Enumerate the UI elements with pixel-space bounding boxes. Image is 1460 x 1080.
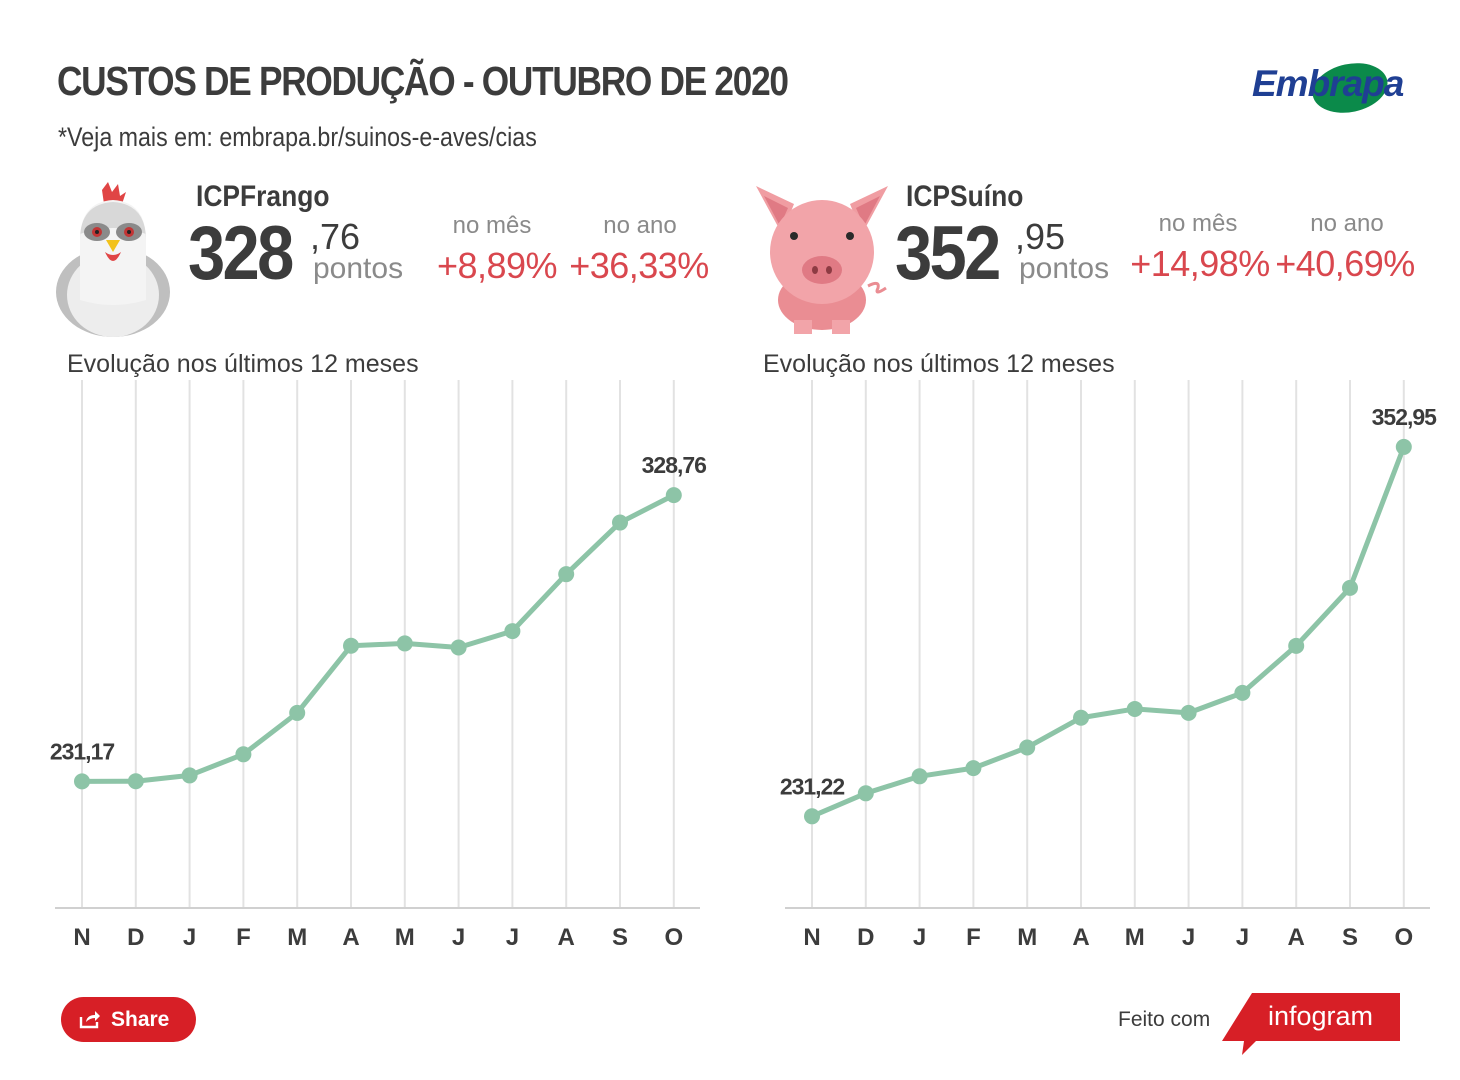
- data-point: [857, 785, 874, 802]
- x-tick-label: M: [1017, 924, 1037, 951]
- kpi-frango-value-int: 328: [188, 211, 294, 296]
- data-point: [289, 704, 306, 721]
- chart-suino: 231,22 352,95 N D J F M A M J J A S O: [780, 380, 1438, 951]
- kpi-suino-month-label: no mês: [1158, 210, 1238, 237]
- kpi-frango-value-dec: ,76: [310, 216, 361, 257]
- data-label: 231,17: [50, 738, 115, 764]
- x-tick-label: J: [452, 924, 465, 951]
- data-label: 231,22: [780, 773, 845, 799]
- share-label: Share: [111, 1008, 170, 1031]
- embrapa-logo: Embrapa: [1250, 58, 1410, 118]
- x-tick-label: N: [803, 924, 820, 951]
- x-tick-label: D: [857, 924, 874, 951]
- x-tick-label: M: [287, 924, 307, 951]
- x-tick-label: J: [1236, 924, 1249, 951]
- kpi-suino-value-dec: ,95: [1015, 216, 1066, 257]
- kpi-frango-month-label: no mês: [452, 212, 532, 239]
- page-title: CUSTOS DE PRODUÇÃO - OUTUBRO DE 2020: [57, 58, 789, 104]
- share-button[interactable]: Share: [61, 997, 196, 1042]
- x-tick-label: F: [966, 924, 981, 951]
- data-point: [235, 746, 252, 763]
- data-point: [450, 639, 467, 656]
- data-point: [1342, 579, 1358, 596]
- data-point: [911, 768, 928, 785]
- kpi-frango-year-label: no ano: [603, 212, 677, 239]
- kpi-frango-year-change: +36,33%: [569, 245, 709, 286]
- data-point: [804, 808, 820, 825]
- data-point: [1073, 709, 1089, 726]
- made-with-text: Feito com: [1118, 1008, 1211, 1031]
- data-point: [1126, 700, 1143, 717]
- x-tick-label: A: [558, 924, 575, 951]
- data-point: [1395, 438, 1412, 455]
- chart-frango-title: Evolução nos últimos 12 meses: [67, 350, 419, 378]
- x-tick-label: J: [506, 924, 519, 951]
- series-line: [79, 492, 677, 784]
- kpi-suino-name: ICPSuíno: [906, 180, 1024, 213]
- x-tick-label: M: [1125, 924, 1145, 951]
- x-tick-label: A: [342, 924, 359, 951]
- data-point: [181, 767, 198, 784]
- kpi-suino-month-change: +14,98%: [1130, 243, 1270, 284]
- infogram-logo[interactable]: infogram: [1222, 993, 1400, 1059]
- x-tick-label: O: [664, 924, 683, 951]
- kpi-suino-unit: pontos: [1019, 252, 1110, 285]
- data-label: 352,95: [1372, 404, 1438, 430]
- data-point: [558, 566, 575, 583]
- data-point: [504, 623, 521, 640]
- x-tick-label: O: [1394, 924, 1413, 951]
- series-line: [809, 444, 1407, 819]
- x-tick-label: J: [1182, 924, 1195, 951]
- kpi-frango-month-change: +8,89%: [436, 245, 558, 286]
- x-tick-label: S: [612, 924, 628, 951]
- x-tick-label: D: [127, 924, 144, 951]
- x-tick-label: J: [913, 924, 926, 951]
- data-point: [1019, 739, 1036, 756]
- chart-frango: 231,17 328,76 N D J F M A M J J A S O: [50, 380, 707, 951]
- kpi-frango-unit: pontos: [313, 252, 404, 285]
- data-point: [612, 514, 628, 531]
- data-point: [665, 487, 682, 504]
- x-tick-label: J: [183, 924, 196, 951]
- data-point: [127, 773, 144, 790]
- x-tick-label: F: [236, 924, 251, 951]
- pig-icon: [752, 182, 892, 334]
- page-subtitle: *Veja mais em: embrapa.br/suinos-e-aves/…: [58, 122, 537, 152]
- chicken-icon: [52, 182, 174, 337]
- chart-suino-title: Evolução nos últimos 12 meses: [763, 350, 1115, 378]
- kpi-suino-year-label: no ano: [1310, 210, 1384, 237]
- data-point: [965, 760, 982, 777]
- infogram-logo-text: infogram: [1268, 1001, 1373, 1031]
- kpi-suino-year-change: +40,69%: [1275, 243, 1415, 284]
- kpi-suino-value-int: 352: [895, 211, 1001, 296]
- data-point: [343, 637, 359, 654]
- share-icon: [79, 1009, 101, 1035]
- data-point: [74, 773, 90, 790]
- data-point: [1180, 704, 1197, 721]
- kpi-frango-name: ICPFrango: [196, 180, 330, 213]
- x-tick-label: A: [1072, 924, 1089, 951]
- data-label: 328,76: [642, 452, 707, 478]
- data-point: [396, 635, 413, 652]
- data-point: [1288, 637, 1305, 654]
- x-tick-label: M: [395, 924, 415, 951]
- data-point: [1234, 684, 1251, 701]
- x-tick-label: A: [1288, 924, 1305, 951]
- x-tick-label: N: [73, 924, 90, 951]
- embrapa-logo-text: Embrapa: [1252, 63, 1404, 104]
- x-tick-label: S: [1342, 924, 1358, 951]
